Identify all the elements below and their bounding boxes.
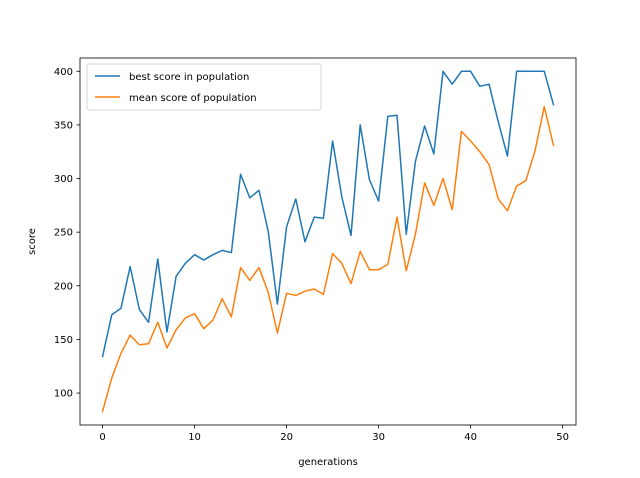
- series-line-mean-score: [101, 105, 555, 413]
- legend: best score in population mean score of po…: [86, 63, 322, 111]
- x-axis-ticks: 0 10 20 30 40 50: [99, 425, 569, 443]
- y-tick-label: 150: [54, 335, 73, 346]
- series-layer: [101, 70, 555, 413]
- legend-label: best score in population: [129, 72, 249, 83]
- x-tick-label: 50: [556, 432, 569, 443]
- y-axis-ticks: 100 150 200 250 300 350 400: [54, 67, 80, 400]
- series-line-best-score: [101, 70, 555, 358]
- x-axis-label: generations: [298, 457, 358, 468]
- x-tick-label: 10: [188, 432, 201, 443]
- y-tick-label: 350: [54, 120, 73, 131]
- y-axis-label: score: [27, 228, 38, 255]
- x-tick-label: 0: [99, 432, 105, 443]
- x-tick-label: 20: [280, 432, 293, 443]
- x-tick-label: 40: [464, 432, 477, 443]
- y-tick-label: 250: [54, 228, 73, 239]
- legend-label: mean score of population: [129, 93, 257, 104]
- y-tick-label: 300: [54, 174, 73, 185]
- y-tick-label: 100: [54, 389, 73, 400]
- plot-area-frame: [79, 57, 577, 426]
- legend-box: [86, 63, 322, 111]
- y-tick-label: 200: [54, 281, 73, 292]
- y-tick-label: 400: [54, 67, 73, 78]
- x-tick-label: 30: [372, 432, 385, 443]
